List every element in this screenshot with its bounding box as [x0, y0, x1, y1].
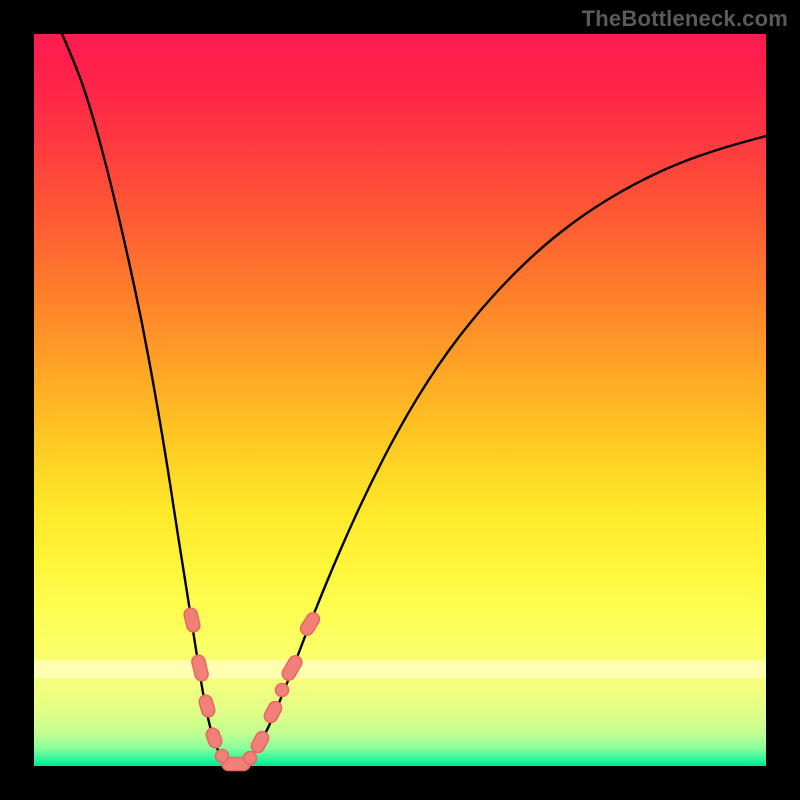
marker-capsule: [183, 607, 201, 633]
marker-capsule: [262, 699, 284, 725]
marker-capsule: [191, 654, 210, 682]
bottleneck-curve: [62, 34, 766, 765]
plot-area: [34, 34, 766, 766]
marker-capsule: [204, 726, 223, 749]
curve-layer: [0, 0, 800, 800]
marker-capsule: [280, 653, 304, 682]
marker-dot: [244, 752, 257, 765]
marker-capsule: [298, 610, 322, 637]
marker-capsule: [198, 694, 217, 719]
marker-dot: [216, 750, 229, 763]
marker-dot: [276, 684, 289, 697]
watermark-label: TheBottleneck.com: [582, 6, 788, 32]
marker-capsule: [249, 729, 271, 755]
chart-frame: TheBottleneck.com: [0, 0, 800, 800]
markers-group: [183, 607, 322, 771]
